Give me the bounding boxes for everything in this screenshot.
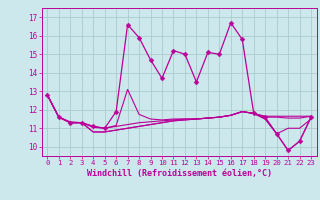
X-axis label: Windchill (Refroidissement éolien,°C): Windchill (Refroidissement éolien,°C) <box>87 169 272 178</box>
